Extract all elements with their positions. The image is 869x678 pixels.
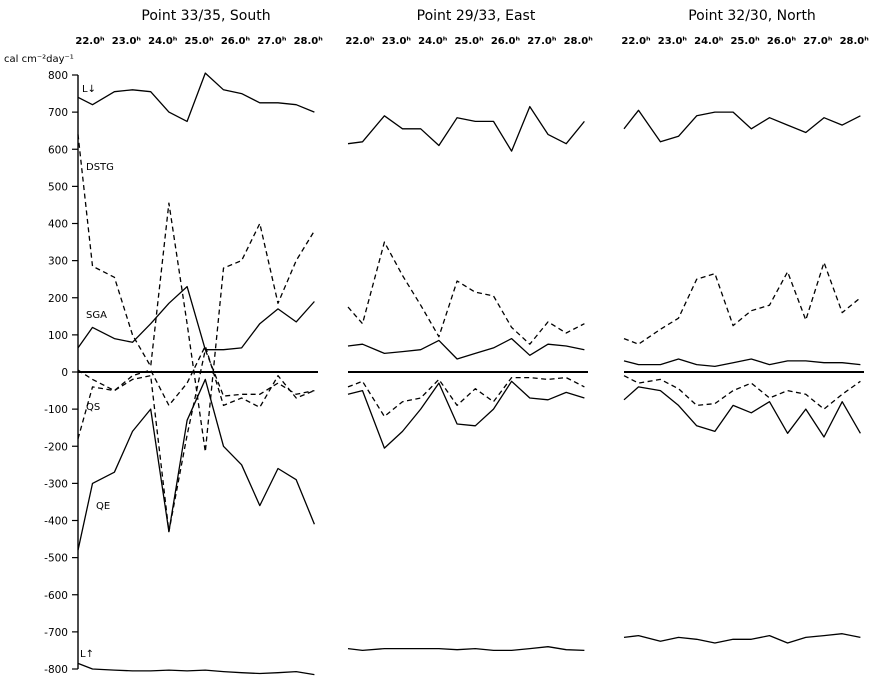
series-line <box>623 109 861 143</box>
x-day-label: 26.0ʰ <box>221 36 251 47</box>
x-day-label: 22.0ʰ <box>75 36 105 47</box>
series-line <box>347 105 585 152</box>
x-day-label: 26.0ʰ <box>491 36 521 47</box>
series-label: QS <box>86 402 100 413</box>
x-day-label: 24.0ʰ <box>694 36 724 47</box>
y-tick-label: 700 <box>48 107 68 119</box>
x-day-label: 23.0ʰ <box>382 36 412 47</box>
x-day-label: 27.0ʰ <box>527 36 557 47</box>
series-line-qe <box>77 378 316 551</box>
series-line <box>347 646 585 652</box>
series-line-l <box>77 662 315 676</box>
x-day-label: 26.0ʰ <box>767 36 797 47</box>
series-line <box>623 261 861 345</box>
y-tick-label: 800 <box>48 70 68 82</box>
x-day-label: 24.0ʰ <box>148 36 178 47</box>
y-unit-label: cal cm⁻²day⁻¹ <box>4 54 74 65</box>
x-day-label: 25.0ʰ <box>454 36 484 47</box>
x-day-label: 22.0ʰ <box>621 36 651 47</box>
y-tick-label: 0 <box>61 367 68 379</box>
x-day-label: 24.0ʰ <box>418 36 448 47</box>
series-line <box>623 358 861 368</box>
panel-title: Point 32/30, North <box>688 8 816 24</box>
series-line <box>347 337 585 360</box>
panel-title: Point 33/35, South <box>141 8 270 24</box>
series-line <box>623 375 861 410</box>
series-line <box>347 241 585 345</box>
y-tick-label: -500 <box>44 553 68 565</box>
series-label: SGA <box>86 310 107 321</box>
series-line <box>623 633 861 644</box>
series-line-dstg <box>77 134 315 453</box>
y-tick-label: -600 <box>44 590 68 602</box>
x-day-label: 28.0ʰ <box>840 36 869 47</box>
y-tick-label: 400 <box>48 219 68 231</box>
x-day-label: 22.0ʰ <box>345 36 375 47</box>
y-tick-label: -200 <box>44 441 68 453</box>
series-line <box>347 380 585 449</box>
y-tick-label: 200 <box>48 293 68 305</box>
x-day-label: 25.0ʰ <box>730 36 760 47</box>
series-line <box>77 345 315 408</box>
x-day-label: 28.0ʰ <box>564 36 594 47</box>
series-label: DSTG <box>86 162 114 173</box>
x-day-label: 23.0ʰ <box>658 36 688 47</box>
x-day-label: 27.0ʰ <box>257 36 287 47</box>
y-tick-label: -300 <box>44 478 68 490</box>
y-tick-label: -700 <box>44 627 68 639</box>
series-line-l <box>77 72 315 123</box>
series-line-sga <box>77 285 315 351</box>
x-day-label: 23.0ʰ <box>112 36 142 47</box>
x-day-label: 28.0ʰ <box>294 36 324 47</box>
x-day-label: 25.0ʰ <box>184 36 214 47</box>
y-tick-label: 600 <box>48 144 68 156</box>
x-day-label: 27.0ʰ <box>803 36 833 47</box>
y-tick-label: 300 <box>48 256 68 268</box>
y-tick-label: -800 <box>44 664 68 676</box>
y-tick-label: -400 <box>44 516 68 528</box>
series-line-qs <box>77 349 315 533</box>
series-label: L↑ <box>80 649 94 660</box>
series-label: QE <box>96 501 110 512</box>
series-label: L↓ <box>82 84 96 95</box>
y-tick-label: 100 <box>48 330 68 342</box>
series-line <box>347 376 585 418</box>
series-line <box>623 386 861 438</box>
y-tick-label: -100 <box>44 404 68 416</box>
y-tick-label: 500 <box>48 181 68 193</box>
panel-title: Point 29/33, East <box>417 8 536 24</box>
